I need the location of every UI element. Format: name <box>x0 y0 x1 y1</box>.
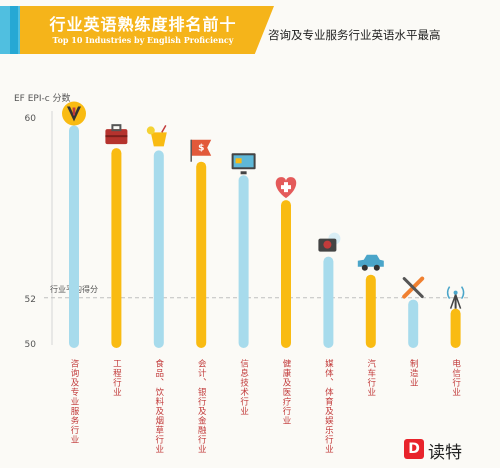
headline-text: 咨询及专业服务行业英语水平最高 <box>268 28 441 42</box>
category-label: 媒体、体育及娱乐行业 <box>323 359 333 454</box>
computer-icon <box>231 153 256 175</box>
watermark-logo-icon: D <box>404 439 424 459</box>
category-label: 汽车行业 <box>366 358 376 397</box>
title-banner: 行业英语熟练度排名前十 Top 10 Industries by English… <box>0 6 286 54</box>
y-tick-label: 52 <box>25 295 36 305</box>
banner-stripe-dark <box>10 6 18 54</box>
category-label: 健康及医疗行业 <box>281 358 291 425</box>
category-label: 咨询及专业服务行业 <box>69 358 79 444</box>
suit-icon <box>62 101 86 126</box>
category-label: 信息技术行业 <box>239 358 249 416</box>
briefcase-icon <box>105 124 128 145</box>
category-label: 食品、饮料及烟草行业 <box>154 358 164 454</box>
wrench-icon <box>402 276 425 299</box>
y-axis-label: EF EPI-c 分数 <box>14 94 71 104</box>
category-label: 电信行业 <box>451 358 461 397</box>
money-flag-icon: $ <box>190 139 212 162</box>
watermark-text: 读特 <box>428 443 462 463</box>
y-tick-label: 50 <box>25 340 37 350</box>
category-label: 制造业 <box>408 358 418 387</box>
svg-text:$: $ <box>198 144 204 154</box>
y-tick-label: 60 <box>25 114 37 124</box>
chart-title: 行业英语熟练度排名前十 <box>49 15 237 34</box>
drink-icon <box>146 125 167 147</box>
category-label: 会计、银行及金融行业 <box>196 358 206 454</box>
antenna-icon <box>446 286 465 309</box>
chart-subtitle: Top 10 Industries by English Proficiency <box>52 35 234 45</box>
category-label: 工程行业 <box>111 359 121 397</box>
car-icon <box>357 254 384 271</box>
banner-background <box>0 6 274 54</box>
medical-heart-icon <box>275 177 297 199</box>
camera-icon <box>318 232 341 252</box>
